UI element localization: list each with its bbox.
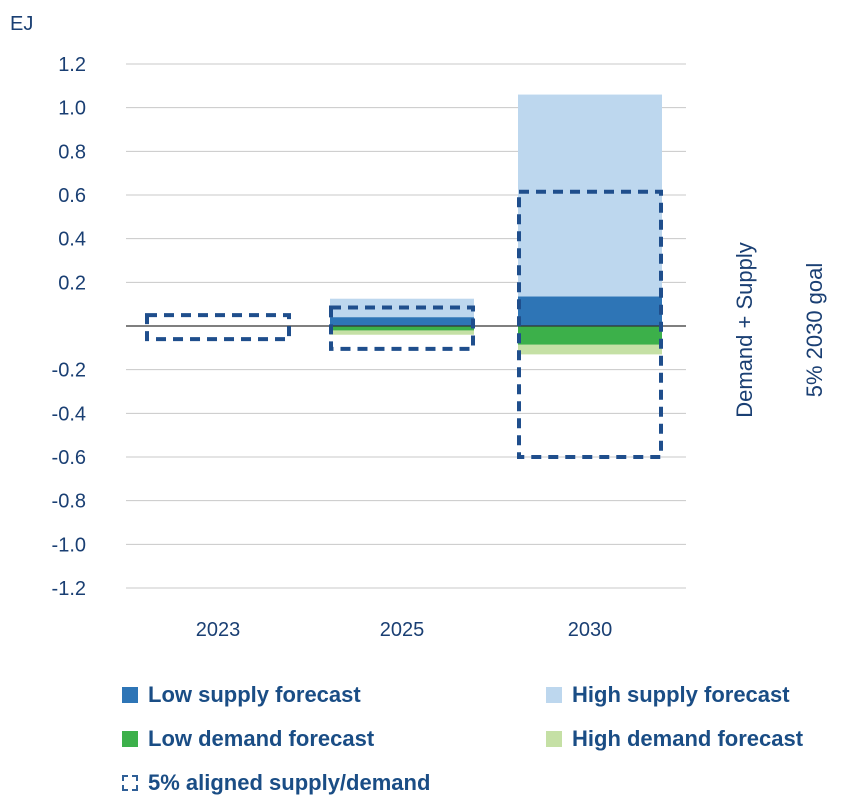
- x-tick-label: 2023: [196, 619, 241, 641]
- legend-swatch-dashed: [122, 775, 138, 791]
- legend-item-aligned: 5% aligned supply/demand: [122, 770, 430, 796]
- side-label-demand-supply: Demand + Supply: [732, 242, 757, 418]
- legend-label: High demand forecast: [572, 726, 804, 751]
- y-tick-label: 0.6: [58, 185, 86, 207]
- legend-label: 5% aligned supply/demand: [148, 770, 431, 795]
- legend-label: Low supply forecast: [148, 682, 361, 707]
- bar-aligned-outline: [145, 313, 291, 342]
- chart: EJ 1.2 1.0 0.8 0.6 0.4 0.2 -0.2 -0.4 -0.6 -0.8 -1.…: [10, 13, 827, 641]
- y-tick-label: 0.8: [58, 141, 86, 163]
- bar-aligned-outline: [517, 189, 663, 459]
- bar-high-supply: [518, 94, 662, 326]
- y-tick-label: 1.0: [58, 98, 86, 120]
- x-tick-label: 2030: [568, 619, 613, 641]
- x-tick-labels: 2023 2025 2030: [196, 619, 613, 641]
- y-tick-label: 0.2: [58, 272, 86, 294]
- side-label-goal: 5% 2030 goal: [802, 263, 827, 398]
- legend-swatch: [546, 731, 562, 747]
- x-tick-label: 2025: [380, 619, 425, 641]
- bars: [126, 94, 686, 459]
- gridlines: [126, 63, 686, 589]
- legend-label: High supply forecast: [572, 682, 790, 707]
- legend-swatch: [546, 687, 562, 703]
- bar-aligned-outline: [329, 305, 475, 351]
- legend-item-low-demand: Low demand forecast: [122, 726, 374, 752]
- y-tick-label: -0.4: [52, 403, 86, 425]
- y-tick-label: 0.4: [58, 229, 86, 251]
- legend-label: Low demand forecast: [148, 726, 375, 751]
- y-tick-labels: 1.2 1.0 0.8 0.6 0.4 0.2 -0.2 -0.4 -0.6 -0.8 -1.0 -1…: [52, 54, 86, 600]
- y-tick-label: 1.2: [58, 54, 86, 76]
- bar-low-supply: [330, 317, 474, 326]
- legend-item-high-demand: High demand forecast: [546, 726, 803, 752]
- y-tick-label: -0.8: [52, 491, 86, 513]
- bar-low-demand: [330, 326, 474, 331]
- legend-item-low-supply: Low supply forecast: [122, 682, 361, 708]
- bar-low-demand: [518, 326, 662, 345]
- legend-item-high-supply: High supply forecast: [546, 682, 790, 708]
- legend-swatch: [122, 731, 138, 747]
- y-tick-label: -1.2: [52, 578, 86, 600]
- y-axis-unit-label: EJ: [10, 13, 33, 35]
- y-tick-label: -0.6: [52, 447, 86, 469]
- y-tick-label: -0.2: [52, 360, 86, 382]
- bar-low-supply: [518, 296, 662, 326]
- legend-swatch: [122, 687, 138, 703]
- y-tick-label: -1.0: [52, 534, 86, 556]
